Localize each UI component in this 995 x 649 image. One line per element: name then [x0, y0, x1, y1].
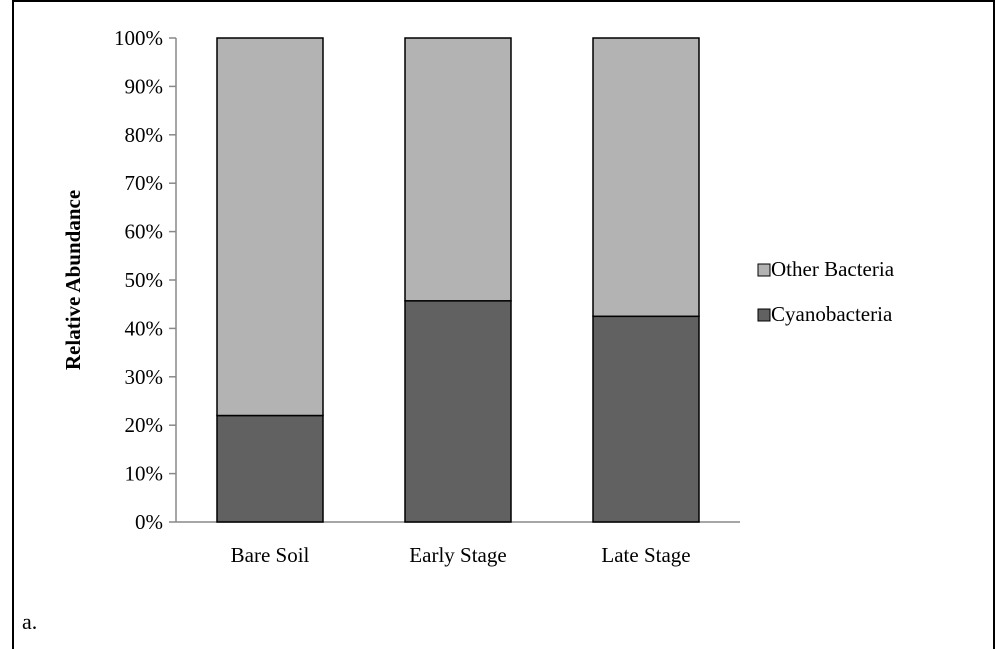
- y-tick-label: 10%: [125, 462, 164, 486]
- legend-label-other-bacteria: Other Bacteria: [771, 257, 895, 281]
- y-tick-label: 100%: [114, 26, 163, 50]
- bar-other-bacteria-late-stage: [592, 37, 700, 318]
- bar-other-bacteria-bare-soil: [216, 37, 324, 417]
- x-category-label: Bare Soil: [231, 543, 310, 567]
- legend-swatch-other-bacteria: [757, 263, 771, 277]
- y-tick-label: 30%: [125, 365, 164, 389]
- panel-label: a.: [22, 609, 38, 634]
- legend-swatch-cyanobacteria: [757, 308, 771, 322]
- y-tick-label: 70%: [125, 171, 164, 195]
- y-tick-label: 50%: [125, 268, 164, 292]
- y-tick-label: 90%: [125, 74, 164, 98]
- x-category-label: Late Stage: [601, 543, 690, 567]
- legend: Other Bacteria Cyanobacteria: [757, 257, 895, 326]
- y-tick-label: 40%: [125, 316, 164, 340]
- bar-cyanobacteria-late-stage: [592, 315, 700, 523]
- bars: [216, 37, 700, 523]
- y-tick-label: 0%: [135, 510, 163, 534]
- y-tick-label: 80%: [125, 123, 164, 147]
- bar-other-bacteria-early-stage: [404, 37, 512, 302]
- bar-cyanobacteria-bare-soil: [216, 414, 324, 523]
- legend-label-cyanobacteria: Cyanobacteria: [771, 302, 893, 326]
- y-tick-label: 60%: [125, 220, 164, 244]
- x-category-label: Early Stage: [409, 543, 506, 567]
- bar-cyanobacteria-early-stage: [404, 300, 512, 523]
- y-tick-label: 20%: [125, 413, 164, 437]
- y-axis-title: Relative Abundance: [61, 190, 85, 370]
- figure-border: [12, 0, 995, 649]
- x-axis: Bare Soil Early Stage Late Stage: [176, 521, 740, 567]
- y-axis: 0% 10% 20% 30% 40% 50% 60% 70% 80% 90% 100%: [114, 26, 177, 534]
